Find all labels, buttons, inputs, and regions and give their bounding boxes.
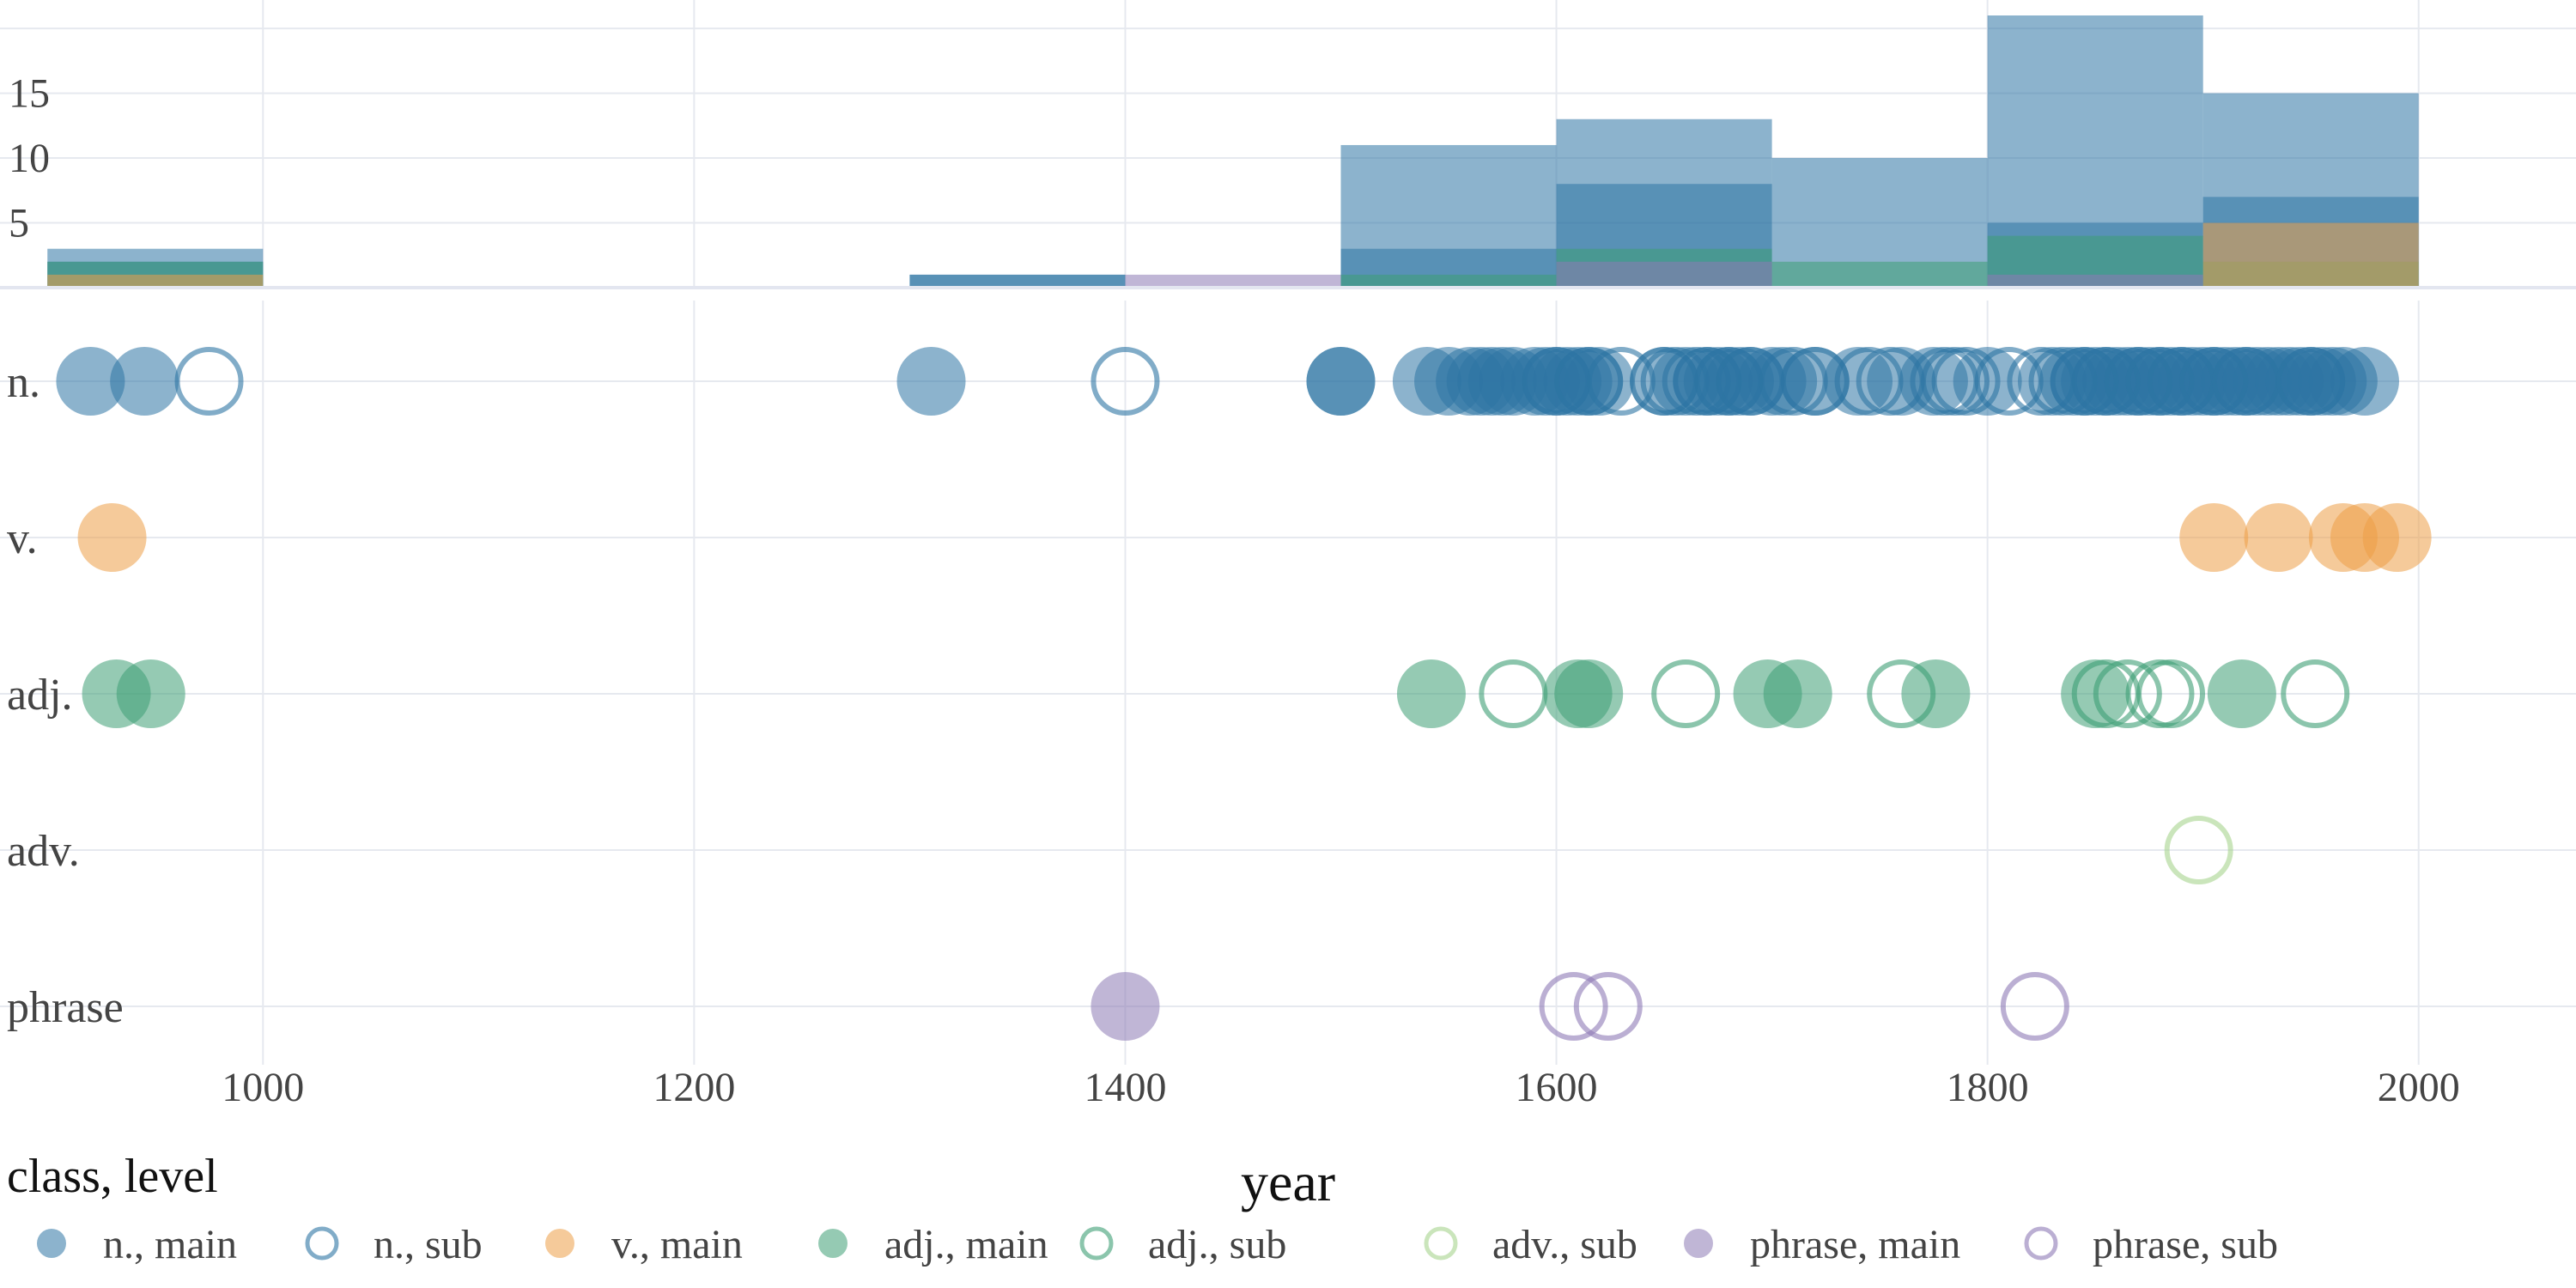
point-n-main: [56, 347, 125, 416]
point-n-sub: [1834, 347, 1904, 416]
point-v-main: [2179, 503, 2249, 572]
point-adj-main: [1396, 659, 1466, 728]
point-n-sub: [2179, 347, 2249, 416]
point-n-sub: [1640, 347, 1710, 416]
point-n-sub: [1974, 347, 2044, 416]
point-adj-main: [1763, 659, 1832, 728]
legend-label: n., main: [103, 1222, 237, 1267]
hist-bar-phrase-all: [1125, 274, 1341, 288]
legend-item: n., main: [37, 1222, 237, 1267]
point-v-main: [2244, 503, 2313, 572]
histogram-panel: 5 10 15: [0, 0, 2576, 289]
legend: class, level n., main n., sub v., main adj.…: [7, 1150, 2278, 1267]
x-tick-label: 1000: [222, 1065, 304, 1110]
legend-label: adj., main: [884, 1222, 1048, 1267]
hist-bar-adj-all: [1340, 274, 1557, 288]
legend-item: adv., sub: [1424, 1222, 1637, 1267]
point-n-sub: [1673, 347, 1742, 416]
point-n-sub: [2125, 347, 2195, 416]
point-adj-sub: [2281, 659, 2350, 728]
hist-y-tick-label: 15: [9, 71, 50, 117]
legend-marker: [1079, 1226, 1114, 1261]
point-phrase-sub: [1539, 972, 1608, 1041]
point-adj-sub: [1479, 659, 1548, 728]
y-category-label: adv.: [7, 827, 80, 876]
legend-title: class, level: [7, 1150, 218, 1203]
point-n-sub: [1759, 347, 1828, 416]
legend-marker: [818, 1229, 848, 1258]
y-category-label: phrase: [7, 983, 124, 1032]
y-category-label: n.: [7, 358, 40, 407]
legend-item: n., sub: [305, 1222, 483, 1267]
legend-marker: [1684, 1229, 1713, 1258]
x-tick-label: 2000: [2378, 1065, 2460, 1110]
x-tick-label: 1200: [653, 1065, 735, 1110]
point-n-sub: [1780, 347, 1850, 416]
legend-item: v., main: [545, 1222, 743, 1267]
point-adj-main: [116, 659, 185, 728]
legend-label: adj., sub: [1148, 1222, 1286, 1267]
point-n-sub: [2104, 347, 2173, 416]
point-adj-main: [1901, 659, 1971, 728]
legend-item: adj., main: [818, 1222, 1048, 1267]
point-adj-sub: [2093, 659, 2162, 728]
point-v-main: [77, 503, 147, 572]
point-n-main: [2330, 347, 2399, 416]
point-n-sub: [2071, 347, 2141, 416]
hist-bar-phrase-all: [1987, 274, 2203, 288]
point-n-sub: [1554, 347, 1624, 416]
hist-bar-adj-all: [1771, 261, 1988, 288]
point-adj-main: [2207, 659, 2276, 728]
point-n-sub: [1586, 347, 1656, 416]
x-tick-label: 1600: [1516, 1065, 1598, 1110]
legend-marker: [545, 1229, 574, 1258]
legend-marker: [37, 1229, 66, 1258]
point-n-sub: [1931, 347, 2001, 416]
point-n-sub: [2276, 347, 2346, 416]
hist-bar-v-all: [47, 274, 264, 288]
x-tick-label: 1400: [1084, 1065, 1166, 1110]
x-axis-title: year: [1241, 1151, 1335, 1212]
legend-item: phrase, main: [1684, 1222, 1960, 1267]
hist-y-tick-label: 10: [9, 136, 50, 181]
y-category-label: v.: [7, 514, 38, 563]
point-adv-sub: [2164, 816, 2233, 884]
hist-bar-v-all: [2202, 222, 2419, 288]
legend-label: v., main: [611, 1222, 743, 1267]
point-v-main: [2362, 503, 2432, 572]
point-adj-sub: [1651, 659, 1721, 728]
point-phrase-sub: [1573, 972, 1643, 1041]
point-n-main: [1306, 347, 1376, 416]
scatter-panel: n. v. adj. adv. phrase 1000 1200 1400 1600 1800 20…: [0, 301, 2576, 1110]
point-adj-sub: [2136, 659, 2206, 728]
hist-bar-n-main: [909, 274, 1126, 288]
point-n-main: [110, 347, 179, 416]
point-adj-main: [1554, 659, 1624, 728]
point-n-main: [896, 347, 966, 416]
point-n-sub: [174, 347, 244, 416]
point-n-sub: [2028, 347, 2098, 416]
point-phrase-sub: [2000, 972, 2069, 1041]
legend-label: phrase, sub: [2093, 1222, 2278, 1267]
point-n-sub: [2050, 347, 2119, 416]
legend-marker: [1424, 1226, 1458, 1261]
legend-item: phrase, sub: [2024, 1222, 2278, 1267]
point-adj-sub: [1867, 659, 1936, 728]
legend-item: adj., sub: [1079, 1222, 1286, 1267]
legend-marker: [305, 1226, 339, 1261]
point-phrase-main: [1091, 972, 1160, 1041]
hist-bar-phrase-all: [1556, 261, 1772, 288]
hist-y-tick-label: 5: [9, 201, 29, 246]
y-category-label: adj.: [7, 671, 73, 720]
legend-label: phrase, main: [1750, 1222, 1960, 1267]
legend-label: n., sub: [374, 1222, 483, 1267]
x-tick-label: 1800: [1947, 1065, 2029, 1110]
legend-marker: [2024, 1226, 2058, 1261]
point-n-sub: [1091, 347, 1160, 416]
legend-label: adv., sub: [1492, 1222, 1637, 1267]
